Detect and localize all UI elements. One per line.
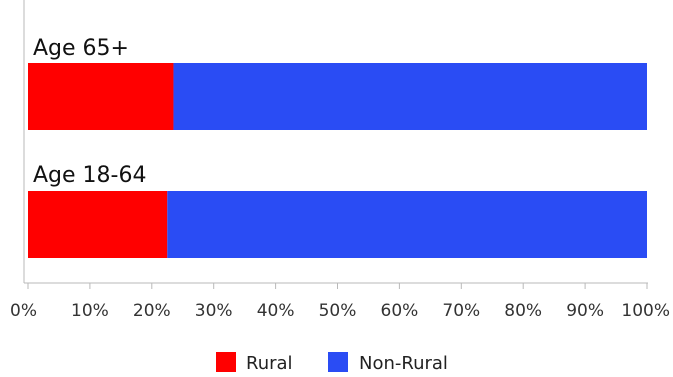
x-tick-label: 20% xyxy=(133,301,171,321)
category-label: Age 18-64 xyxy=(33,163,146,188)
legend-swatch-non-rural xyxy=(328,352,348,372)
x-tick-label: 30% xyxy=(195,301,233,321)
x-tick-label: 60% xyxy=(381,301,419,321)
category-labels: Age 65+ Age 18-64 xyxy=(33,36,146,188)
x-tick-label: 0% xyxy=(10,301,37,321)
x-tick-label: 100% xyxy=(621,301,670,321)
x-tick-label: 90% xyxy=(566,301,604,321)
x-tick-label: 50% xyxy=(319,301,357,321)
x-tick-label: 40% xyxy=(257,301,295,321)
x-axis-ticks: 0% 10% 20% 30% 40% 50% 60% 70% 80% 90% 100% xyxy=(10,283,670,321)
bar-age-65-rural xyxy=(28,63,174,130)
x-tick-label: 10% xyxy=(71,301,109,321)
x-tick-label: 70% xyxy=(442,301,480,321)
bar-age-18-64-rural xyxy=(28,191,168,258)
legend: Rural Non-Rural xyxy=(216,352,448,374)
legend-label-rural: Rural xyxy=(246,353,293,373)
x-tick-label: 80% xyxy=(504,301,542,321)
legend-swatch-rural xyxy=(216,352,236,372)
category-label: Age 65+ xyxy=(33,36,129,61)
legend-label-non-rural: Non-Rural xyxy=(359,353,448,373)
bar-age-18-64-non-rural xyxy=(167,191,647,258)
bars-group xyxy=(28,63,647,258)
bar-age-65-non-rural xyxy=(173,63,647,130)
